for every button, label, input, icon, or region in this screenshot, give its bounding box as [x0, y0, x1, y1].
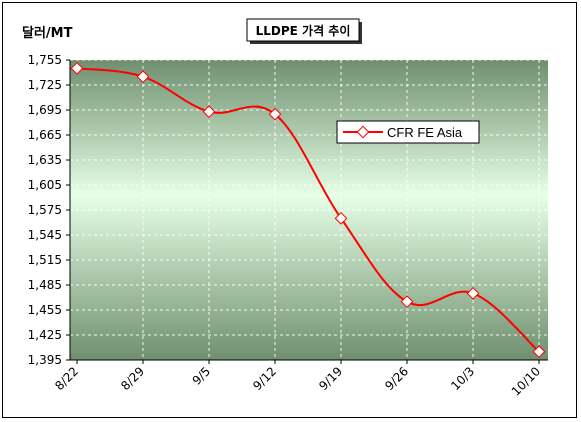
y-tick-label: 1,455 [28, 303, 62, 317]
data-point-marker [400, 295, 414, 309]
y-tick-label: 1,605 [28, 178, 62, 192]
data-point-marker [334, 211, 348, 225]
x-tick-label: 9/12 [250, 364, 279, 393]
y-tick-label: 1,425 [28, 328, 62, 342]
legend-box [336, 120, 480, 144]
x-axis-ticks: 8/22 8/29 9/5 9/12 9/19 9/26 10/3 10/10 [52, 360, 543, 399]
y-axis-ticks: 1,755 1,725 1,695 1,665 1,635 1,605 1,575 1,545… [28, 53, 70, 367]
y-tick-label: 1,725 [28, 78, 62, 92]
y-tick-label: 1,575 [28, 203, 62, 217]
data-point-marker [532, 345, 546, 359]
x-tick-label: 9/5 [190, 364, 214, 388]
data-point-marker [136, 70, 150, 84]
y-tick-label: 1,695 [28, 103, 62, 117]
y-tick-label: 1,485 [28, 278, 62, 292]
plot-area [70, 60, 548, 360]
x-tick-label: 8/22 [52, 364, 81, 393]
x-tick-label: 9/19 [316, 364, 345, 393]
legend: CFR FE Asia [336, 120, 480, 144]
data-point-marker [466, 286, 480, 300]
data-point-marker [70, 61, 84, 75]
y-tick-label: 1,545 [28, 228, 62, 242]
x-tick-label: 9/26 [382, 364, 411, 393]
y-tick-label: 1,665 [28, 128, 62, 142]
chart-title-box: LLDPE 가격 추이 [246, 18, 362, 44]
y-tick-label: 1,395 [28, 353, 62, 367]
x-tick-label: 10/10 [509, 364, 543, 398]
legend-marker-swatch [356, 125, 370, 139]
y-axis-label: 달러/MT [22, 25, 73, 41]
data-point-marker [268, 107, 282, 121]
chart-title: LLDPE 가격 추이 [256, 23, 351, 38]
series-line [76, 67, 540, 353]
series-cfr-fe-asia [70, 61, 546, 359]
x-tick-label: 8/29 [118, 364, 147, 393]
y-tick-label: 1,515 [28, 253, 62, 267]
legend-label: CFR FE Asia [387, 125, 463, 140]
y-tick-label: 1,635 [28, 153, 62, 167]
data-point-marker [202, 105, 216, 119]
x-tick-label: 10/3 [448, 364, 477, 393]
y-tick-label: 1,755 [28, 53, 62, 67]
